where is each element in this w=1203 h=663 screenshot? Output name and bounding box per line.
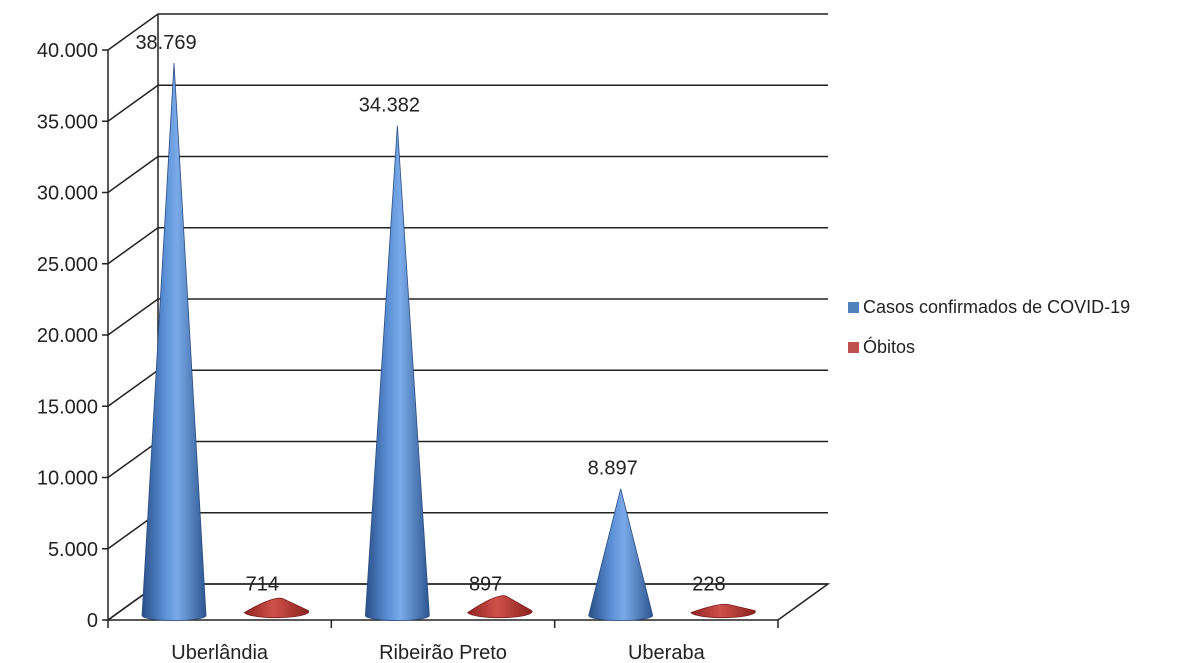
data-label-obitos: 228 <box>692 574 725 596</box>
cone-marks <box>141 62 756 621</box>
axes <box>107 14 779 628</box>
gridline <box>107 84 828 122</box>
gridlines <box>107 13 828 621</box>
data-labels: 38.769 34.382 8.897 714 897 228 <box>135 32 725 596</box>
gridline <box>107 440 828 479</box>
legend: Casos confirmados de COVID-19 Óbitos <box>848 297 1130 357</box>
data-label-obitos: 897 <box>469 574 502 596</box>
y-tick-label: 40.000 <box>37 40 98 62</box>
data-label-casos: 38.769 <box>135 32 196 54</box>
cone-casos <box>364 125 430 621</box>
data-label-casos: 8.897 <box>588 458 638 480</box>
y-tick-label: 10.000 <box>37 468 98 490</box>
data-label-casos: 34.382 <box>359 95 420 117</box>
gridline <box>107 155 828 194</box>
legend-swatch <box>848 342 859 353</box>
y-tick-label: 15.000 <box>37 396 98 418</box>
cone-casos <box>588 488 654 621</box>
gridline <box>107 512 828 550</box>
y-tick-label: 30.000 <box>37 183 98 205</box>
y-tick-label: 0 <box>87 610 98 632</box>
y-tick-label: 5.000 <box>48 539 98 561</box>
data-label-obitos: 714 <box>246 574 279 596</box>
gridline <box>107 298 828 336</box>
gridline <box>107 369 828 407</box>
cone-obitos <box>243 597 310 619</box>
x-axis-categories: Uberlândia Ribeirão Preto Uberaba <box>171 642 705 663</box>
cone-obitos <box>467 595 533 619</box>
gridline <box>107 227 828 265</box>
legend-label: Óbitos <box>863 336 915 357</box>
cone-casos <box>141 62 207 621</box>
x-category-label: Ribeirão Preto <box>379 642 507 663</box>
x-category-label: Uberlândia <box>171 642 269 663</box>
y-tick-label: 25.000 <box>37 254 98 276</box>
y-tick-label: 20.000 <box>37 325 98 347</box>
legend-swatch <box>848 302 859 313</box>
gridline <box>107 13 828 51</box>
y-axis-ticks: 0 5.000 10.000 15.000 20.000 25.000 30.000 35.0… <box>37 40 108 632</box>
legend-label: Casos confirmados de COVID-19 <box>863 297 1130 317</box>
y-tick-label: 35.000 <box>37 111 98 133</box>
cone-obitos <box>690 603 756 619</box>
x-category-label: Uberaba <box>628 642 706 663</box>
